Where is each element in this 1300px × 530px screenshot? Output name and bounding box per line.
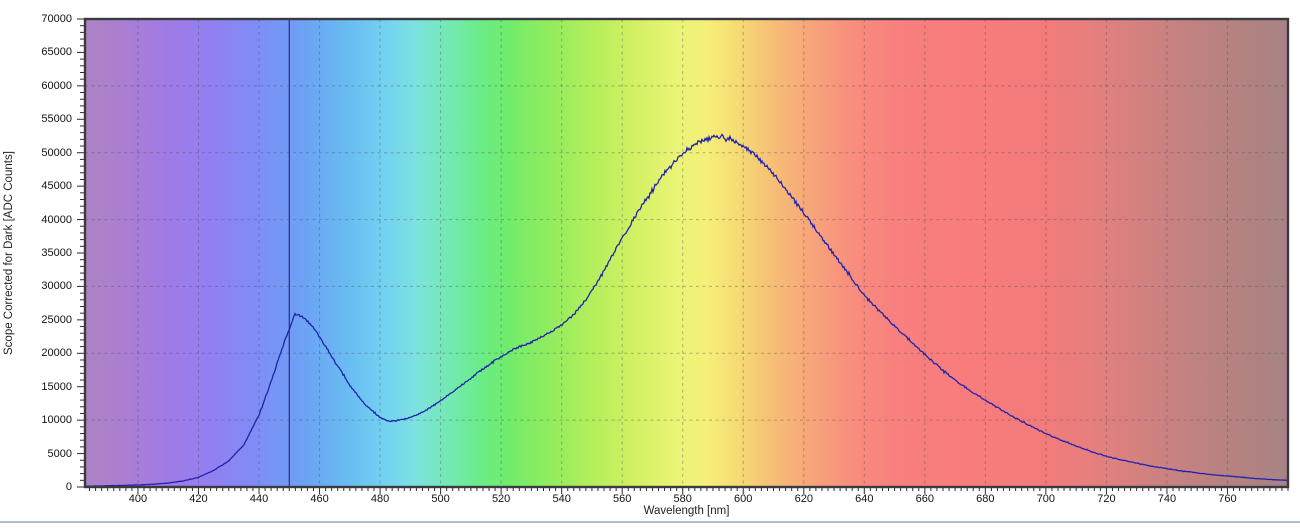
x-tick-label: 560 xyxy=(613,493,632,505)
x-tick-label: 600 xyxy=(734,493,753,505)
x-tick-label: 460 xyxy=(310,493,329,505)
bottom-panel-divider xyxy=(0,521,1300,523)
x-tick-label: 580 xyxy=(673,493,692,505)
y-tick-label: 70000 xyxy=(41,13,72,25)
x-tick-label: 500 xyxy=(431,493,450,505)
spectrum-gradient-background[interactable] xyxy=(85,19,1288,487)
y-tick-label: 55000 xyxy=(41,113,72,126)
y-tick-label: 5000 xyxy=(47,447,72,460)
x-tick-label: 740 xyxy=(1157,493,1177,505)
y-tick-label: 35000 xyxy=(41,247,72,259)
x-tick-label: 720 xyxy=(1097,493,1116,505)
y-axis-ticks xyxy=(77,18,84,488)
x-tick-label: 540 xyxy=(552,493,571,505)
x-tick-label: 760 xyxy=(1218,493,1237,505)
x-tick-label: 700 xyxy=(1036,493,1056,505)
y-tick-label: 20000 xyxy=(41,347,72,360)
x-axis-title: Wavelength [nm] xyxy=(643,505,730,517)
x-axis-ticks xyxy=(89,488,1289,494)
y-tick-label: 15000 xyxy=(41,380,72,393)
x-tick-label: 680 xyxy=(976,493,995,505)
spectrum-trace xyxy=(85,133,1288,487)
y-tick-label: 10000 xyxy=(41,414,72,427)
y-tick-label: 40000 xyxy=(41,213,72,226)
x-tick-label: 400 xyxy=(128,493,148,505)
y-tick-label: 45000 xyxy=(41,180,72,193)
x-tick-label: 620 xyxy=(794,493,813,505)
x-tick-label: 420 xyxy=(189,493,208,505)
x-tick-label: 660 xyxy=(915,493,934,505)
x-tick-label: 640 xyxy=(855,493,874,505)
y-tick-label: 25000 xyxy=(41,313,72,326)
y-tick-label: 30000 xyxy=(41,280,72,293)
y-tick-label: 65000 xyxy=(41,46,72,59)
gridlines xyxy=(85,19,1288,487)
x-tick-label: 520 xyxy=(491,493,511,505)
y-tick-label: 0 xyxy=(65,481,72,493)
x-tick-label: 480 xyxy=(370,493,390,505)
x-tick-label: 440 xyxy=(249,493,269,505)
y-tick-label: 50000 xyxy=(41,146,72,159)
y-tick-label: 60000 xyxy=(41,79,72,92)
plot-border xyxy=(83,17,1290,489)
